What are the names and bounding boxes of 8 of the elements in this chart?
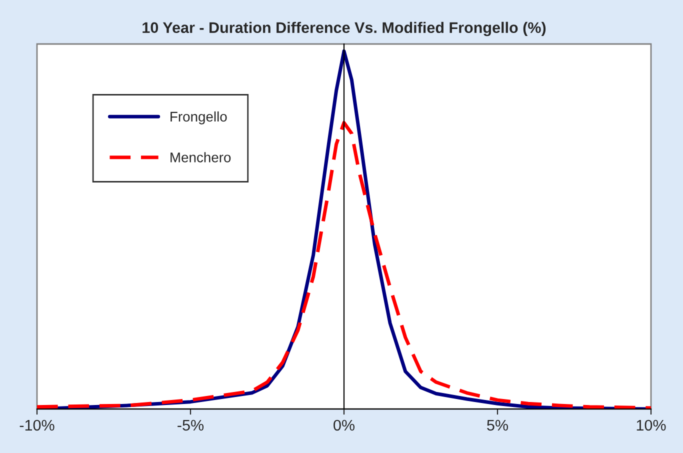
x-tick-label: -10% [20, 420, 54, 431]
legend-label: Frongello [170, 111, 227, 124]
chart-title: 10 Year - Duration Difference Vs. Modified Frongello (%) [142, 22, 546, 36]
legend-label: Menchero [170, 152, 231, 162]
x-tick-label: 10% [636, 420, 666, 431]
x-tick-label: 5% [487, 420, 508, 431]
x-tick-label: 0% [334, 420, 354, 431]
x-tick-label: -5% [178, 420, 204, 431]
